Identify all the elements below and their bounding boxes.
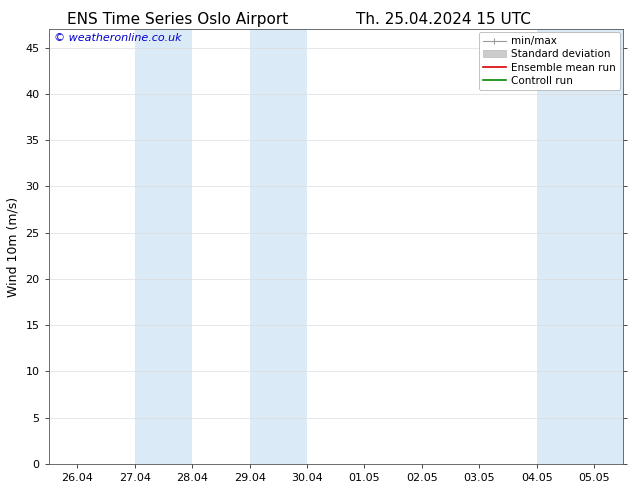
Legend: min/max, Standard deviation, Ensemble mean run, Controll run: min/max, Standard deviation, Ensemble me… <box>479 32 620 90</box>
Text: © weatheronline.co.uk: © weatheronline.co.uk <box>55 33 182 43</box>
Bar <box>250 29 307 464</box>
Y-axis label: Wind 10m (m/s): Wind 10m (m/s) <box>7 196 20 296</box>
Text: Th. 25.04.2024 15 UTC: Th. 25.04.2024 15 UTC <box>356 12 531 27</box>
Text: ENS Time Series Oslo Airport: ENS Time Series Oslo Airport <box>67 12 288 27</box>
Bar <box>537 29 566 464</box>
Bar <box>566 29 623 464</box>
Bar <box>135 29 192 464</box>
